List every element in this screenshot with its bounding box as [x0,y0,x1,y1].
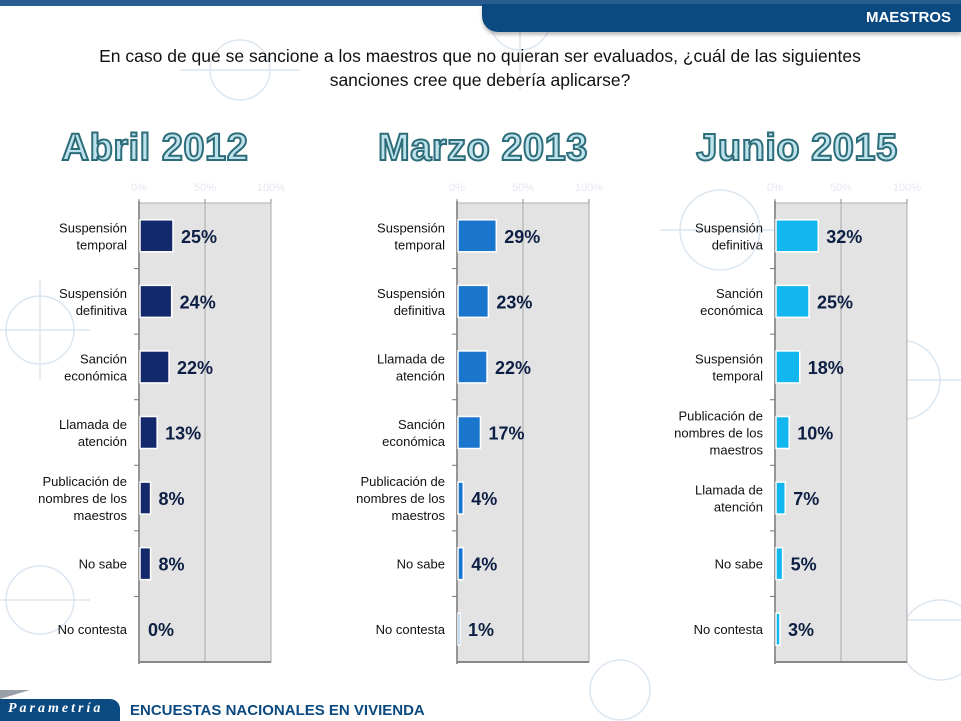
category-label: No contesta [376,622,446,637]
category-label: No sabe [397,557,445,572]
bar [139,284,173,319]
bar [139,350,170,384]
bar [775,415,790,450]
bar [139,219,174,253]
bar [775,284,810,319]
footer-logo: Parametría [0,699,120,721]
data-label: 25% [817,292,853,312]
x-tick-label: 50% [830,182,852,194]
chart-abril-2012: 0% 50% 100% 25% Suspensión temporal 24% Suspens… [38,182,285,664]
category-label: Suspensión temporal [377,220,445,252]
bar [139,546,152,581]
survey-question: En caso de que se sancione a los maestro… [40,44,920,92]
data-label: 29% [504,227,540,247]
x-tick-label: 100% [575,182,603,194]
data-label: 25% [181,227,217,247]
top-rule [0,0,961,6]
data-label: 13% [165,424,201,444]
data-label: 18% [808,358,844,378]
x-tick-label: 50% [512,182,534,194]
category-label: Sanción económica [64,351,128,383]
data-label: 0% [148,620,174,640]
category-label: Publicación de nombres de los maestros [38,474,127,523]
bar [775,350,801,384]
bar [139,415,158,450]
data-label: 1% [468,620,494,640]
footer-wedge [0,690,30,699]
data-label: 3% [788,620,814,640]
section-label: MAESTROS [865,9,951,26]
category-label: No sabe [79,557,127,572]
bar [457,546,465,581]
section-header: MAESTROS [482,4,961,32]
category-label: Sanción económica [382,417,446,449]
category-label: Llamada de atención [695,483,763,515]
chart-title-abril-2012: Abril 2012 [61,126,249,170]
data-label: 4% [471,555,497,575]
chart-title-junio-2015: Junio 2015 [695,126,898,170]
data-label: 17% [488,424,524,444]
bar [775,546,784,581]
footer-tagline: ENCUESTAS NACIONALES EN VIVIENDA [130,702,425,719]
category-label: Suspensión temporal [695,351,763,383]
bar [457,415,482,450]
chart-junio-2015: 0% 50% 100% 32% Suspensión definitiva 25% Sanci… [674,182,921,664]
data-label: 8% [159,489,185,509]
chart-marzo-2013: 0% 50% 100% 29% Suspensión temporal 23% Suspens… [356,182,603,664]
question-line-2: sanciones cree que debería aplicarse? [329,70,631,90]
data-label: 22% [495,358,531,378]
category-label: Suspensión temporal [59,220,127,252]
brand-name: Parametría [8,701,104,716]
bar [457,612,461,646]
question-line-1: En caso de que se sancione a los maestro… [99,46,861,66]
category-label: Llamada de atención [377,351,445,383]
bar [457,350,488,384]
bar [457,284,490,319]
x-tick-label: 50% [194,182,216,194]
x-tick-label: 100% [257,182,285,194]
category-label: No sabe [715,557,763,572]
chart-title-marzo-2013: Marzo 2013 [377,126,588,170]
bar [775,481,786,515]
data-label: 22% [177,358,213,378]
bar [457,219,498,253]
data-label: 10% [797,424,833,444]
data-label: 23% [496,292,532,312]
x-tick-label: 0% [449,182,465,194]
data-label: 5% [791,555,817,575]
bar [775,612,781,646]
bar [775,219,819,253]
category-label: No contesta [58,622,128,637]
x-tick-label: 0% [131,182,147,194]
bar [457,481,465,515]
category-label: Publicación de nombres de los maestros [674,409,763,458]
data-label: 24% [180,292,216,312]
category-label: Suspensión definitiva [59,286,128,318]
x-tick-label: 0% [767,182,783,194]
x-tick-label: 100% [893,182,921,194]
data-label: 4% [471,489,497,509]
data-label: 7% [793,489,819,509]
category-label: Llamada de atención [59,417,127,449]
bar [139,481,152,515]
data-label: 8% [159,555,185,575]
category-label: No contesta [694,622,764,637]
category-label: Suspensión definitiva [377,286,446,318]
category-label: Sanción económica [700,286,764,318]
category-label: Publicación de nombres de los maestros [356,474,445,523]
data-label: 32% [826,227,862,247]
category-label: Suspensión definitiva [695,220,764,252]
